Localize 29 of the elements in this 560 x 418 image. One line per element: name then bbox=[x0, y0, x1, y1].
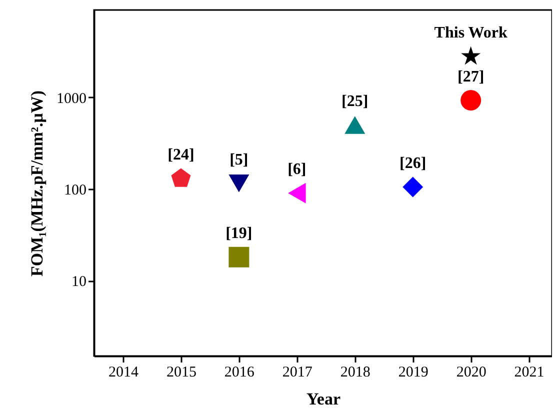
point bbox=[402, 176, 424, 198]
point bbox=[461, 46, 481, 65]
point bbox=[228, 174, 250, 192]
series-label: [25] bbox=[342, 92, 368, 110]
y-tick-label: 1000 bbox=[56, 90, 86, 107]
point bbox=[171, 168, 191, 187]
y-tick-label: 10 bbox=[72, 274, 86, 290]
y-axis-title: FOM₁(MHz.pF/mm².μW) bbox=[28, 90, 46, 277]
series-label: [26] bbox=[400, 155, 426, 172]
point bbox=[460, 90, 482, 110]
point bbox=[344, 116, 366, 134]
series-label: [24] bbox=[168, 146, 194, 164]
x-tick-label: 2020 bbox=[456, 364, 486, 380]
x-tick-label: 2018 bbox=[340, 364, 370, 380]
y-tick-label: 100 bbox=[64, 182, 86, 198]
x-tick-label: 2014 bbox=[108, 364, 139, 380]
series-label: [6] bbox=[288, 161, 306, 178]
x-tick-label: 2017 bbox=[282, 364, 313, 380]
series-label: [19] bbox=[226, 225, 252, 242]
series-label: [5] bbox=[230, 151, 248, 168]
x-tick-label: 2015 bbox=[166, 364, 196, 380]
series-label: [27] bbox=[458, 68, 484, 86]
x-tick-label: 2019 bbox=[398, 364, 428, 380]
x-axis-title: Year bbox=[306, 390, 341, 408]
x-tick-label: 2021 bbox=[514, 364, 544, 380]
point bbox=[288, 182, 306, 204]
series-label: This Work bbox=[434, 24, 508, 42]
point bbox=[228, 246, 250, 268]
x-tick-label: 2016 bbox=[224, 364, 255, 380]
